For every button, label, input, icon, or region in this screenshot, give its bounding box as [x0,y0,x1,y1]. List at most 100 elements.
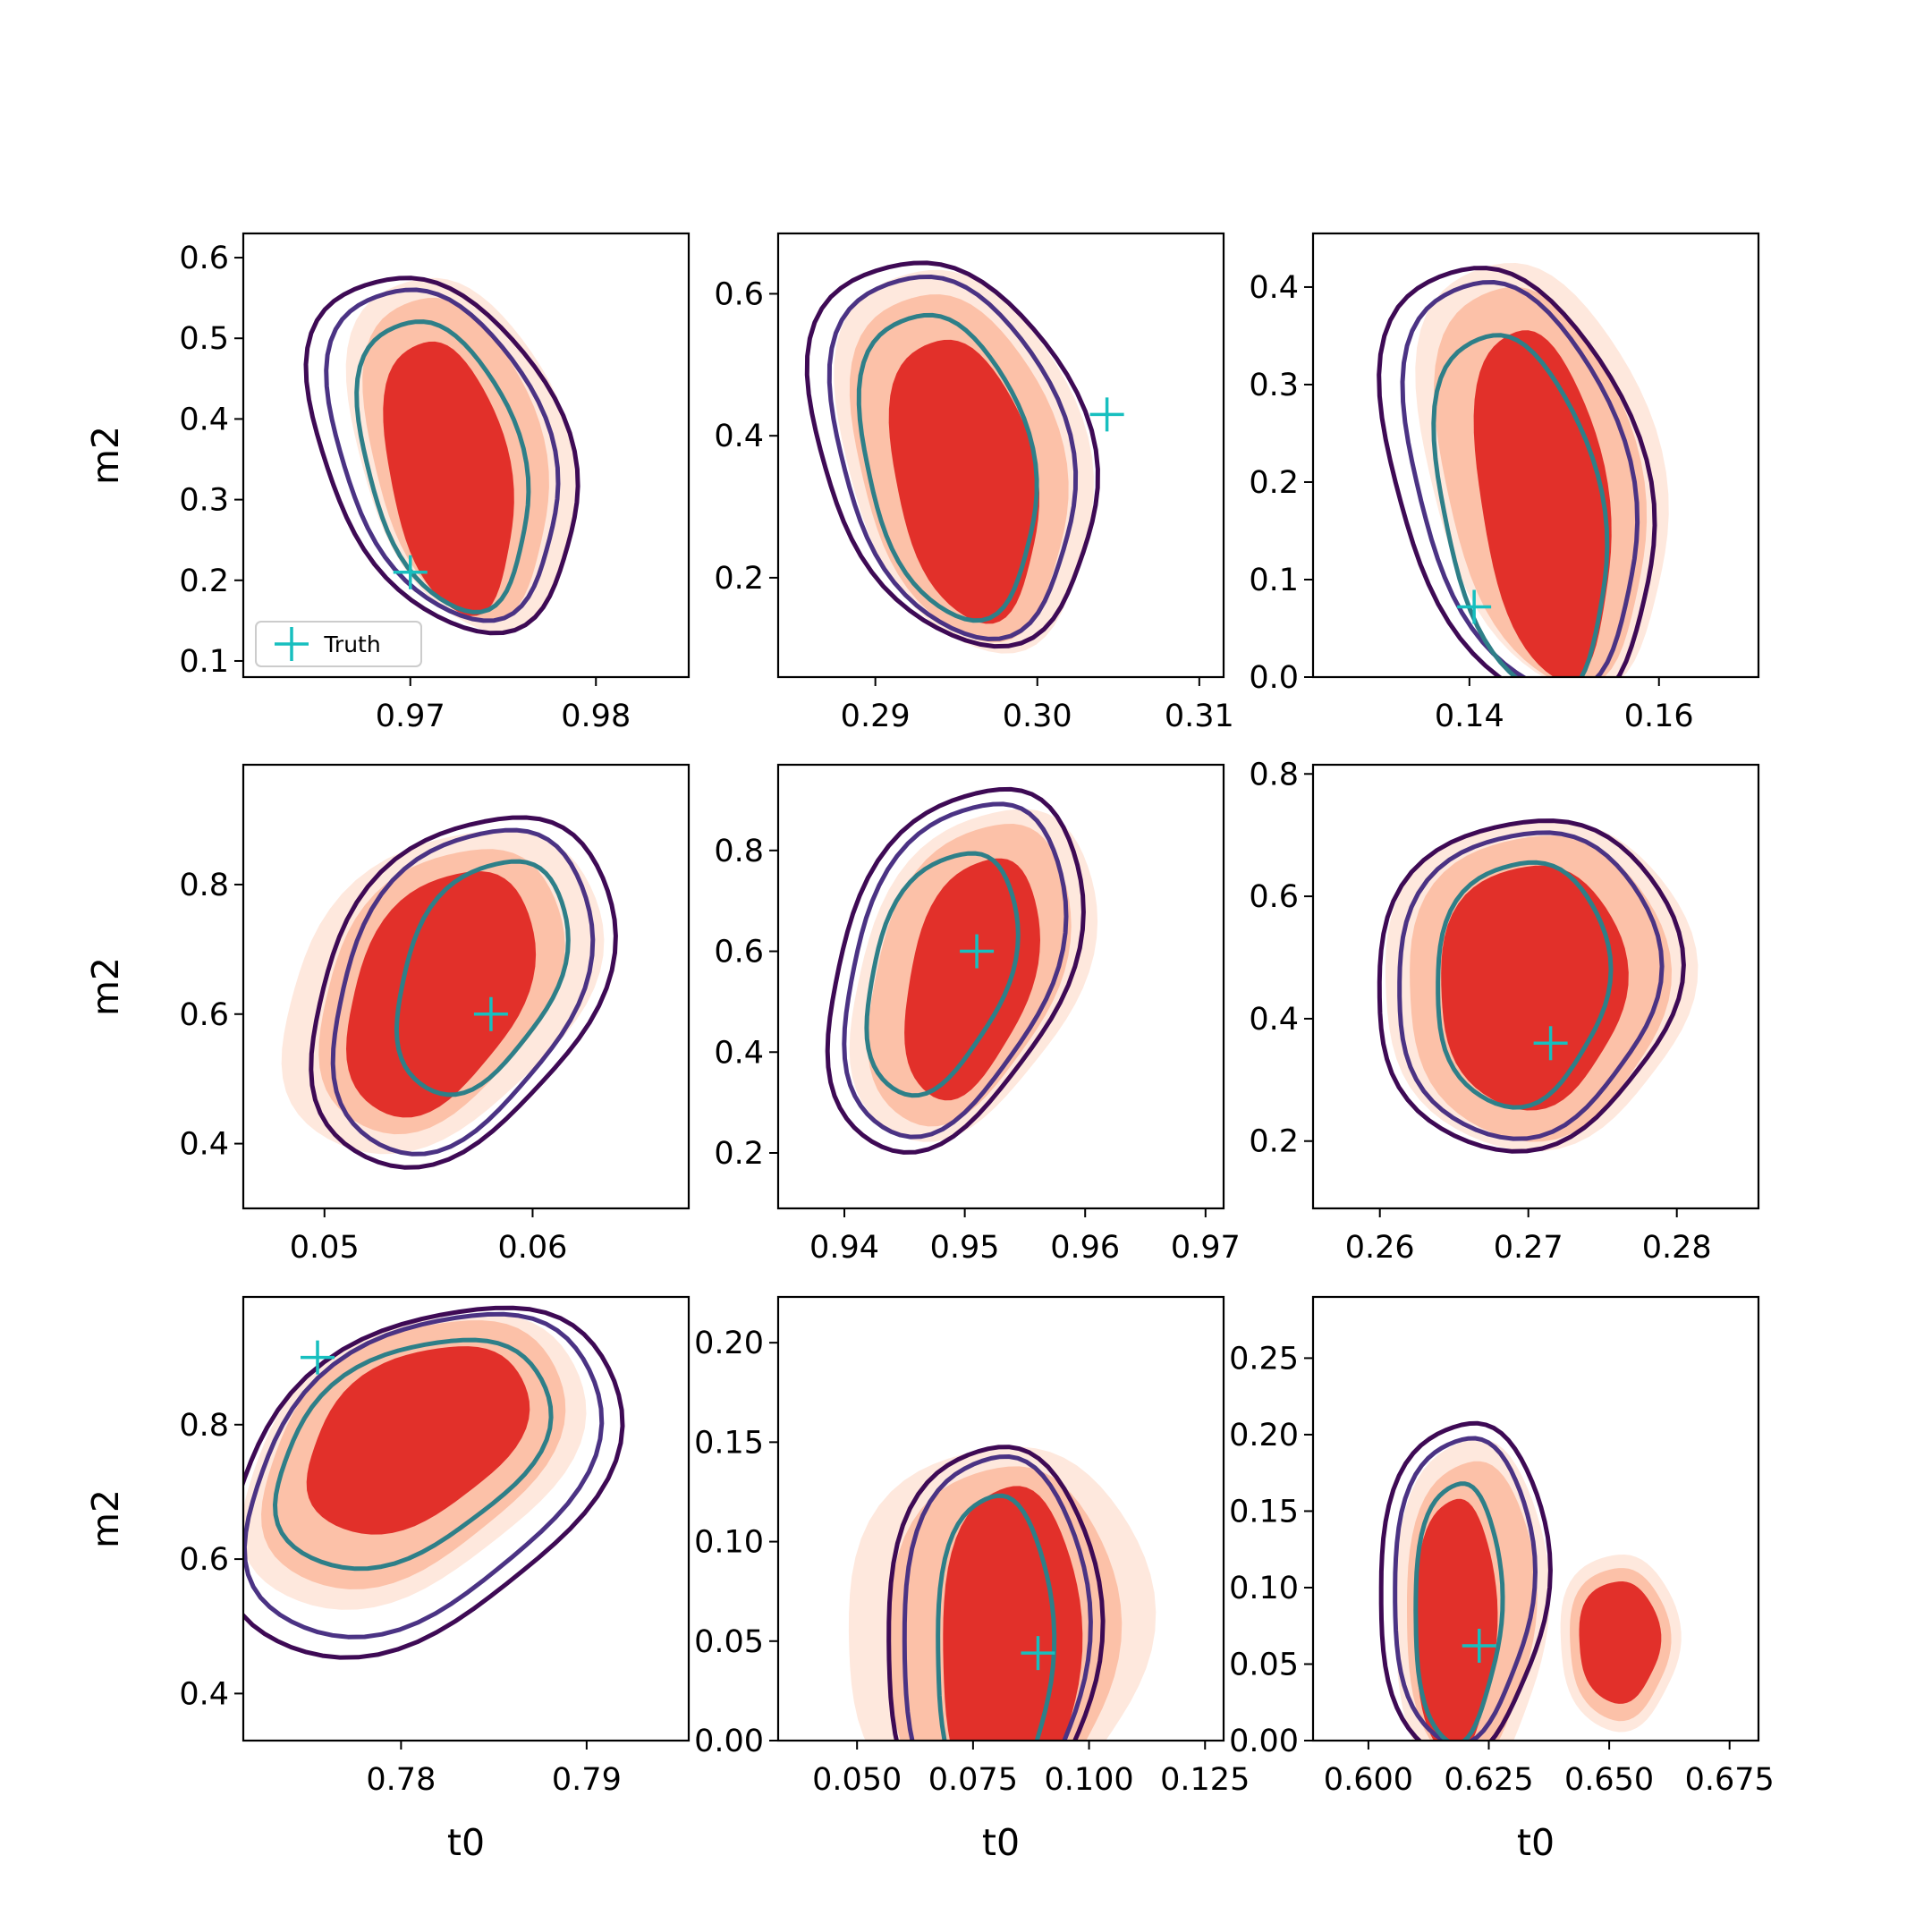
y-tick-label: 0.1 [1249,563,1299,598]
contour-line-inner [354,319,531,614]
filled-contour-inner [888,339,1039,624]
contour-line-mid [826,275,1079,641]
panel-2: 0.14 0.16 0.0 0.1 0.2 0.3 0.4 [1249,232,1760,734]
y-tick-label: 0.2 [179,564,229,599]
contour-line-outer [243,1305,625,1660]
x-tick-label: 0.075 [928,1762,1018,1798]
contour-line-inner [936,1493,1057,1741]
x-tick-label: 0.16 [1624,699,1694,734]
contour-line-mid [1400,280,1640,677]
y-tick-label: 0.8 [179,1408,229,1444]
panel-7: 0.050 0.075 0.100 0.125 0.00 0.05 0.10 0.15 0.20… [694,1295,1250,1864]
filled-contour-inner [943,1486,1083,1741]
axes-frame [776,1295,1225,1742]
x-axis-label: t0 [1517,1821,1555,1864]
y-tick-label: 0.4 [714,1035,764,1071]
x-axis-label: t0 [447,1821,485,1864]
truth-marker [960,934,995,969]
y-tick-label: 0.05 [694,1624,764,1660]
legend-truth-marker [275,627,309,661]
contour-line-inner [864,851,1021,1098]
filled-contour-inner [383,341,514,616]
y-tick-label: 0.2 [714,1136,764,1172]
contour-line-outer [886,1445,1106,1741]
plot-area [848,1445,1157,1741]
contour-line-inner [1431,333,1610,677]
y-tick-label: 0.0 [1249,660,1299,696]
axes-frame [242,1295,691,1742]
y-tick-label: 0.6 [179,241,229,276]
filled-contour-inner [904,858,1040,1101]
truth-marker [301,1340,335,1375]
panel-4: 0.94 0.95 0.96 0.97 0.2 0.4 0.6 0.8 [714,763,1241,1266]
contour-line-outer [804,260,1100,649]
contour-line-outer [825,786,1086,1155]
x-tick-label: 0.28 [1642,1230,1712,1266]
plot-area [1377,818,1699,1154]
legend-box [255,621,422,667]
filled-contour-inner [1415,1498,1498,1741]
axes-frame [1311,232,1760,679]
plot-area [804,260,1124,654]
x-tick-label: 0.78 [366,1762,436,1798]
truth-marker [473,996,508,1031]
truth-marker [1089,397,1124,432]
contour-line-outer [1378,1420,1553,1741]
contour-line-mid [330,827,596,1157]
truth-marker [1462,1628,1496,1663]
x-tick-label: 0.97 [1171,1230,1241,1266]
contour-line-inner [394,859,571,1097]
y-tick-label: 0.15 [1229,1494,1299,1530]
x-tick-label: 0.050 [812,1762,902,1798]
truth-marker [1533,1026,1568,1061]
axes-frame [242,232,691,679]
x-tick-label: 0.31 [1165,699,1234,734]
x-tick-label: 0.600 [1324,1762,1413,1798]
x-tick-label: 0.06 [497,1230,567,1266]
x-tick-label: 0.79 [552,1762,622,1798]
contour-line-mid [324,287,561,623]
y-tick-label: 0.25 [1229,1341,1299,1377]
y-tick-label: 0.6 [179,997,229,1033]
x-tick-label: 0.675 [1685,1762,1775,1798]
y-tick-label: 0.4 [714,419,764,454]
y-tick-label: 0.4 [179,402,229,437]
y-axis-label: m2 [84,1489,127,1548]
truth-marker [1457,589,1492,624]
plot-area [243,1305,625,1660]
panel-8: 0.600 0.625 0.650 0.675 0.00 0.05 0.10 0.15 0.20… [1229,1295,1775,1864]
contour-line-inner [1436,860,1614,1110]
y-tick-label: 0.4 [1249,1002,1299,1038]
y-tick-label: 0.8 [179,868,229,903]
y-axis-label: m2 [84,426,127,485]
y-tick-label: 0.00 [694,1724,764,1759]
x-tick-label: 0.30 [1003,699,1072,734]
contour-line-mid [842,801,1069,1140]
contour-line-outer [1377,818,1686,1154]
y-tick-label: 0.8 [1249,757,1299,792]
contour-line-inner [856,312,1039,623]
y-tick-label: 0.20 [694,1326,764,1361]
x-tick-label: 0.625 [1444,1762,1533,1798]
x-tick-label: 0.14 [1435,699,1504,734]
contour-line-inner [273,1337,554,1572]
x-tick-label: 0.29 [841,699,911,734]
x-tick-label: 0.26 [1345,1230,1415,1266]
x-tick-label: 0.05 [290,1230,360,1266]
contour-line-mid [243,1311,605,1640]
y-tick-label: 0.1 [179,644,229,680]
contour-line-outer [309,815,618,1170]
panel-5: 0.26 0.27 0.28 0.2 0.4 0.6 0.8 [1249,757,1760,1266]
panel-0: 0.97 0.98 0.1 0.2 0.3 0.4 0.5 0.6 m2 Truth [84,232,691,734]
contour-line-mid [902,1454,1093,1741]
axes-frame [776,232,1225,679]
x-tick-label: 0.100 [1044,1762,1133,1798]
y-tick-label: 0.2 [1249,465,1299,501]
axes-frame [1311,763,1760,1210]
axes-frame [1311,1295,1760,1742]
truth-marker [393,555,428,589]
legend-label: Truth [323,631,380,657]
y-tick-label: 0.6 [1249,879,1299,915]
plot-area [1377,263,1669,677]
